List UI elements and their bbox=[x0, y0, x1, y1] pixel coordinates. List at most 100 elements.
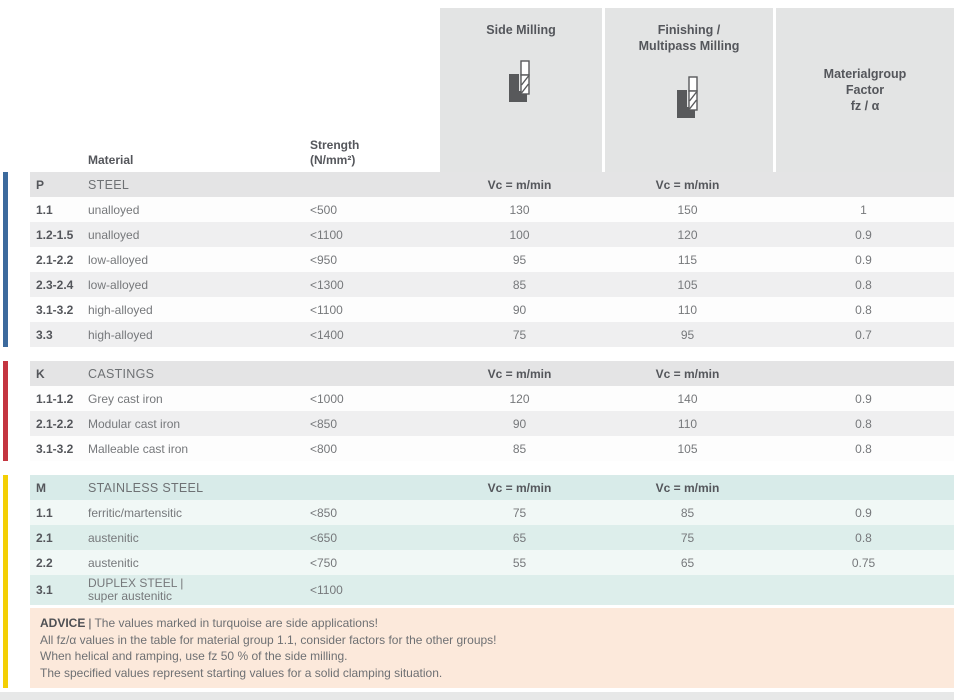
advice-box: ADVICE | The values marked in turquoise ar… bbox=[30, 608, 954, 688]
vc-unit-label-side: Vc = m/min bbox=[487, 177, 552, 192]
group-id: 1.1-1.2 bbox=[36, 391, 74, 406]
material-row-k-3.1-3.2: 3.1-3.2 Malleable cast iron <800 85 105 0.8 bbox=[30, 436, 954, 461]
materialgroup-factor-value: 0.9 bbox=[855, 391, 872, 406]
strength-value: <850 bbox=[310, 416, 338, 431]
vc-unit-label-side: Vc = m/min bbox=[487, 480, 552, 495]
vc-unit-label-finishing: Vc = m/min bbox=[655, 177, 720, 192]
side-milling-vc-value: 95 bbox=[512, 252, 527, 267]
group-id: 2.2 bbox=[36, 555, 53, 570]
section-name: STAINLESS STEEL bbox=[88, 480, 204, 495]
material-name: low-alloyed bbox=[88, 277, 149, 292]
end-mill-side-milling-icon bbox=[509, 60, 530, 102]
materialgroup-factor-header-box: Materialgroup Factor fz / α bbox=[776, 8, 954, 172]
strength-value: <1400 bbox=[310, 327, 344, 342]
side-milling-vc-value: 120 bbox=[509, 391, 530, 406]
materialgroup-factor-value: 0.8 bbox=[855, 277, 872, 292]
strength-header-line2: (N/mm²) bbox=[310, 153, 356, 167]
material-row-p-2.3-2.4: 2.3-2.4 low-alloyed <1300 85 105 0.8 bbox=[30, 272, 954, 297]
side-milling-vc-value: 75 bbox=[512, 505, 527, 520]
strength-value: <1100 bbox=[310, 583, 343, 597]
side-milling-vc-value: 75 bbox=[512, 327, 527, 342]
group-id: 2.3-2.4 bbox=[36, 277, 74, 292]
strength-value: <800 bbox=[310, 441, 338, 456]
material-name-line2: super austenitic bbox=[88, 589, 173, 603]
group-id: 3.1-3.2 bbox=[36, 302, 74, 317]
castings-section-color-bar bbox=[3, 361, 8, 461]
bottom-divider-strip bbox=[0, 692, 954, 700]
material-name: Malleable cast iron bbox=[88, 441, 189, 456]
side-milling-vc-value: 130 bbox=[509, 202, 530, 217]
finishing-vc-value: 75 bbox=[680, 530, 695, 545]
material-row-p-1.1: 1.1 unalloyed <500 130 150 1 bbox=[30, 197, 954, 222]
table-header-band: Material Strength (N/mm²) Side Milling F… bbox=[30, 8, 954, 172]
material-row-p-3.3: 3.3 high-alloyed <1400 75 95 0.7 bbox=[30, 322, 954, 347]
advice-line1-text: The values marked in turquoise are side … bbox=[94, 616, 378, 630]
finishing-vc-value: 65 bbox=[680, 555, 695, 570]
material-row-k-2.1-2.2: 2.1-2.2 Modular cast iron <850 90 110 0.8 bbox=[30, 411, 954, 436]
group-id: 1.2-1.5 bbox=[36, 227, 74, 242]
strength-value: <650 bbox=[310, 530, 338, 545]
material-row-m-2.1: 2.1 austenitic <650 65 75 0.8 bbox=[30, 525, 954, 550]
section-name: CASTINGS bbox=[88, 366, 155, 381]
side-milling-vc-value: 90 bbox=[512, 416, 527, 431]
strength-value: <950 bbox=[310, 252, 338, 267]
strength-value: <850 bbox=[310, 505, 338, 520]
strength-value: <1300 bbox=[310, 277, 344, 292]
factor-title-line2: Factor bbox=[845, 83, 885, 97]
stainless-section-color-bar bbox=[3, 475, 8, 688]
material-row-m-3.1: 3.1 DUPLEX STEEL | super austenitic <1100 bbox=[30, 575, 954, 605]
section-name: STEEL bbox=[88, 177, 130, 192]
group-id: 2.1-2.2 bbox=[36, 252, 74, 267]
side-milling-title: Side Milling bbox=[486, 23, 556, 37]
vc-unit-label-finishing: Vc = m/min bbox=[655, 366, 720, 381]
material-row-p-1.2-1.5: 1.2-1.5 unalloyed <1100 100 120 0.9 bbox=[30, 222, 954, 247]
finishing-vc-value: 120 bbox=[677, 227, 698, 242]
material-name: DUPLEX STEEL | super austenitic bbox=[88, 577, 310, 603]
material-row-m-1.1: 1.1 ferritic/martensitic <850 75 85 0.9 bbox=[30, 500, 954, 525]
finishing-vc-value: 140 bbox=[677, 391, 698, 406]
side-milling-vc-value: 85 bbox=[512, 441, 527, 456]
material-table: P STEEL Vc = m/min Vc = m/min 1.1 unalloyed <5… bbox=[30, 172, 954, 605]
side-milling-vc-value: 65 bbox=[512, 530, 527, 545]
finishing-vc-value: 105 bbox=[677, 441, 698, 456]
materialgroup-factor-title: Materialgroup Factor fz / α bbox=[776, 66, 954, 114]
material-name: high-alloyed bbox=[88, 302, 153, 317]
material-row-p-3.1-3.2: 3.1-3.2 high-alloyed <1100 90 110 0.8 bbox=[30, 297, 954, 322]
factor-title-line1: Materialgroup bbox=[823, 67, 907, 81]
header-left-area: Material Strength (N/mm²) bbox=[30, 8, 437, 172]
section-header-row-p: P STEEL Vc = m/min Vc = m/min bbox=[30, 172, 954, 197]
materialgroup-factor-value: 0.9 bbox=[855, 505, 872, 520]
group-id: 3.1-3.2 bbox=[36, 441, 74, 456]
advice-line-3: When helical and ramping, use fz 50 % of… bbox=[40, 649, 348, 663]
group-id: 1.1 bbox=[36, 202, 53, 217]
strength-column-header: Strength (N/mm²) bbox=[310, 138, 359, 168]
material-row-m-2.2: 2.2 austenitic <750 55 65 0.75 bbox=[30, 550, 954, 575]
finishing-milling-title: Finishing / Multipass Milling bbox=[605, 8, 773, 54]
section-id: M bbox=[36, 480, 46, 495]
group-id: 2.1 bbox=[36, 530, 53, 545]
side-milling-vc-value: 90 bbox=[512, 302, 527, 317]
finishing-title-line1: Finishing / bbox=[657, 23, 721, 37]
material-name: austenitic bbox=[88, 530, 139, 545]
materialgroup-factor-value: 0.8 bbox=[855, 441, 872, 456]
advice-separator: | bbox=[88, 616, 92, 630]
strength-value: <500 bbox=[310, 202, 338, 217]
strength-value: <1100 bbox=[310, 302, 343, 317]
factor-title-line3: fz / α bbox=[850, 99, 880, 113]
material-row-p-2.1-2.2: 2.1-2.2 low-alloyed <950 95 115 0.9 bbox=[30, 247, 954, 272]
section-header-row-k: K CASTINGS Vc = m/min Vc = m/min bbox=[30, 361, 954, 386]
finishing-vc-value: 150 bbox=[677, 202, 698, 217]
material-column-header: Material bbox=[88, 153, 134, 167]
materialgroup-factor-value: 0.7 bbox=[855, 327, 872, 342]
section-id: K bbox=[36, 366, 45, 381]
group-id: 1.1 bbox=[36, 505, 53, 520]
side-milling-vc-value: 55 bbox=[512, 555, 527, 570]
finishing-vc-value: 110 bbox=[677, 416, 698, 431]
material-name: austenitic bbox=[88, 555, 139, 570]
finishing-vc-value: 95 bbox=[680, 327, 695, 342]
materialgroup-factor-value: 0.9 bbox=[855, 252, 872, 267]
end-mill-finishing-icon bbox=[677, 76, 698, 118]
materialgroup-factor-value: 0.75 bbox=[851, 555, 876, 570]
material-name: ferritic/martensitic bbox=[88, 505, 183, 520]
